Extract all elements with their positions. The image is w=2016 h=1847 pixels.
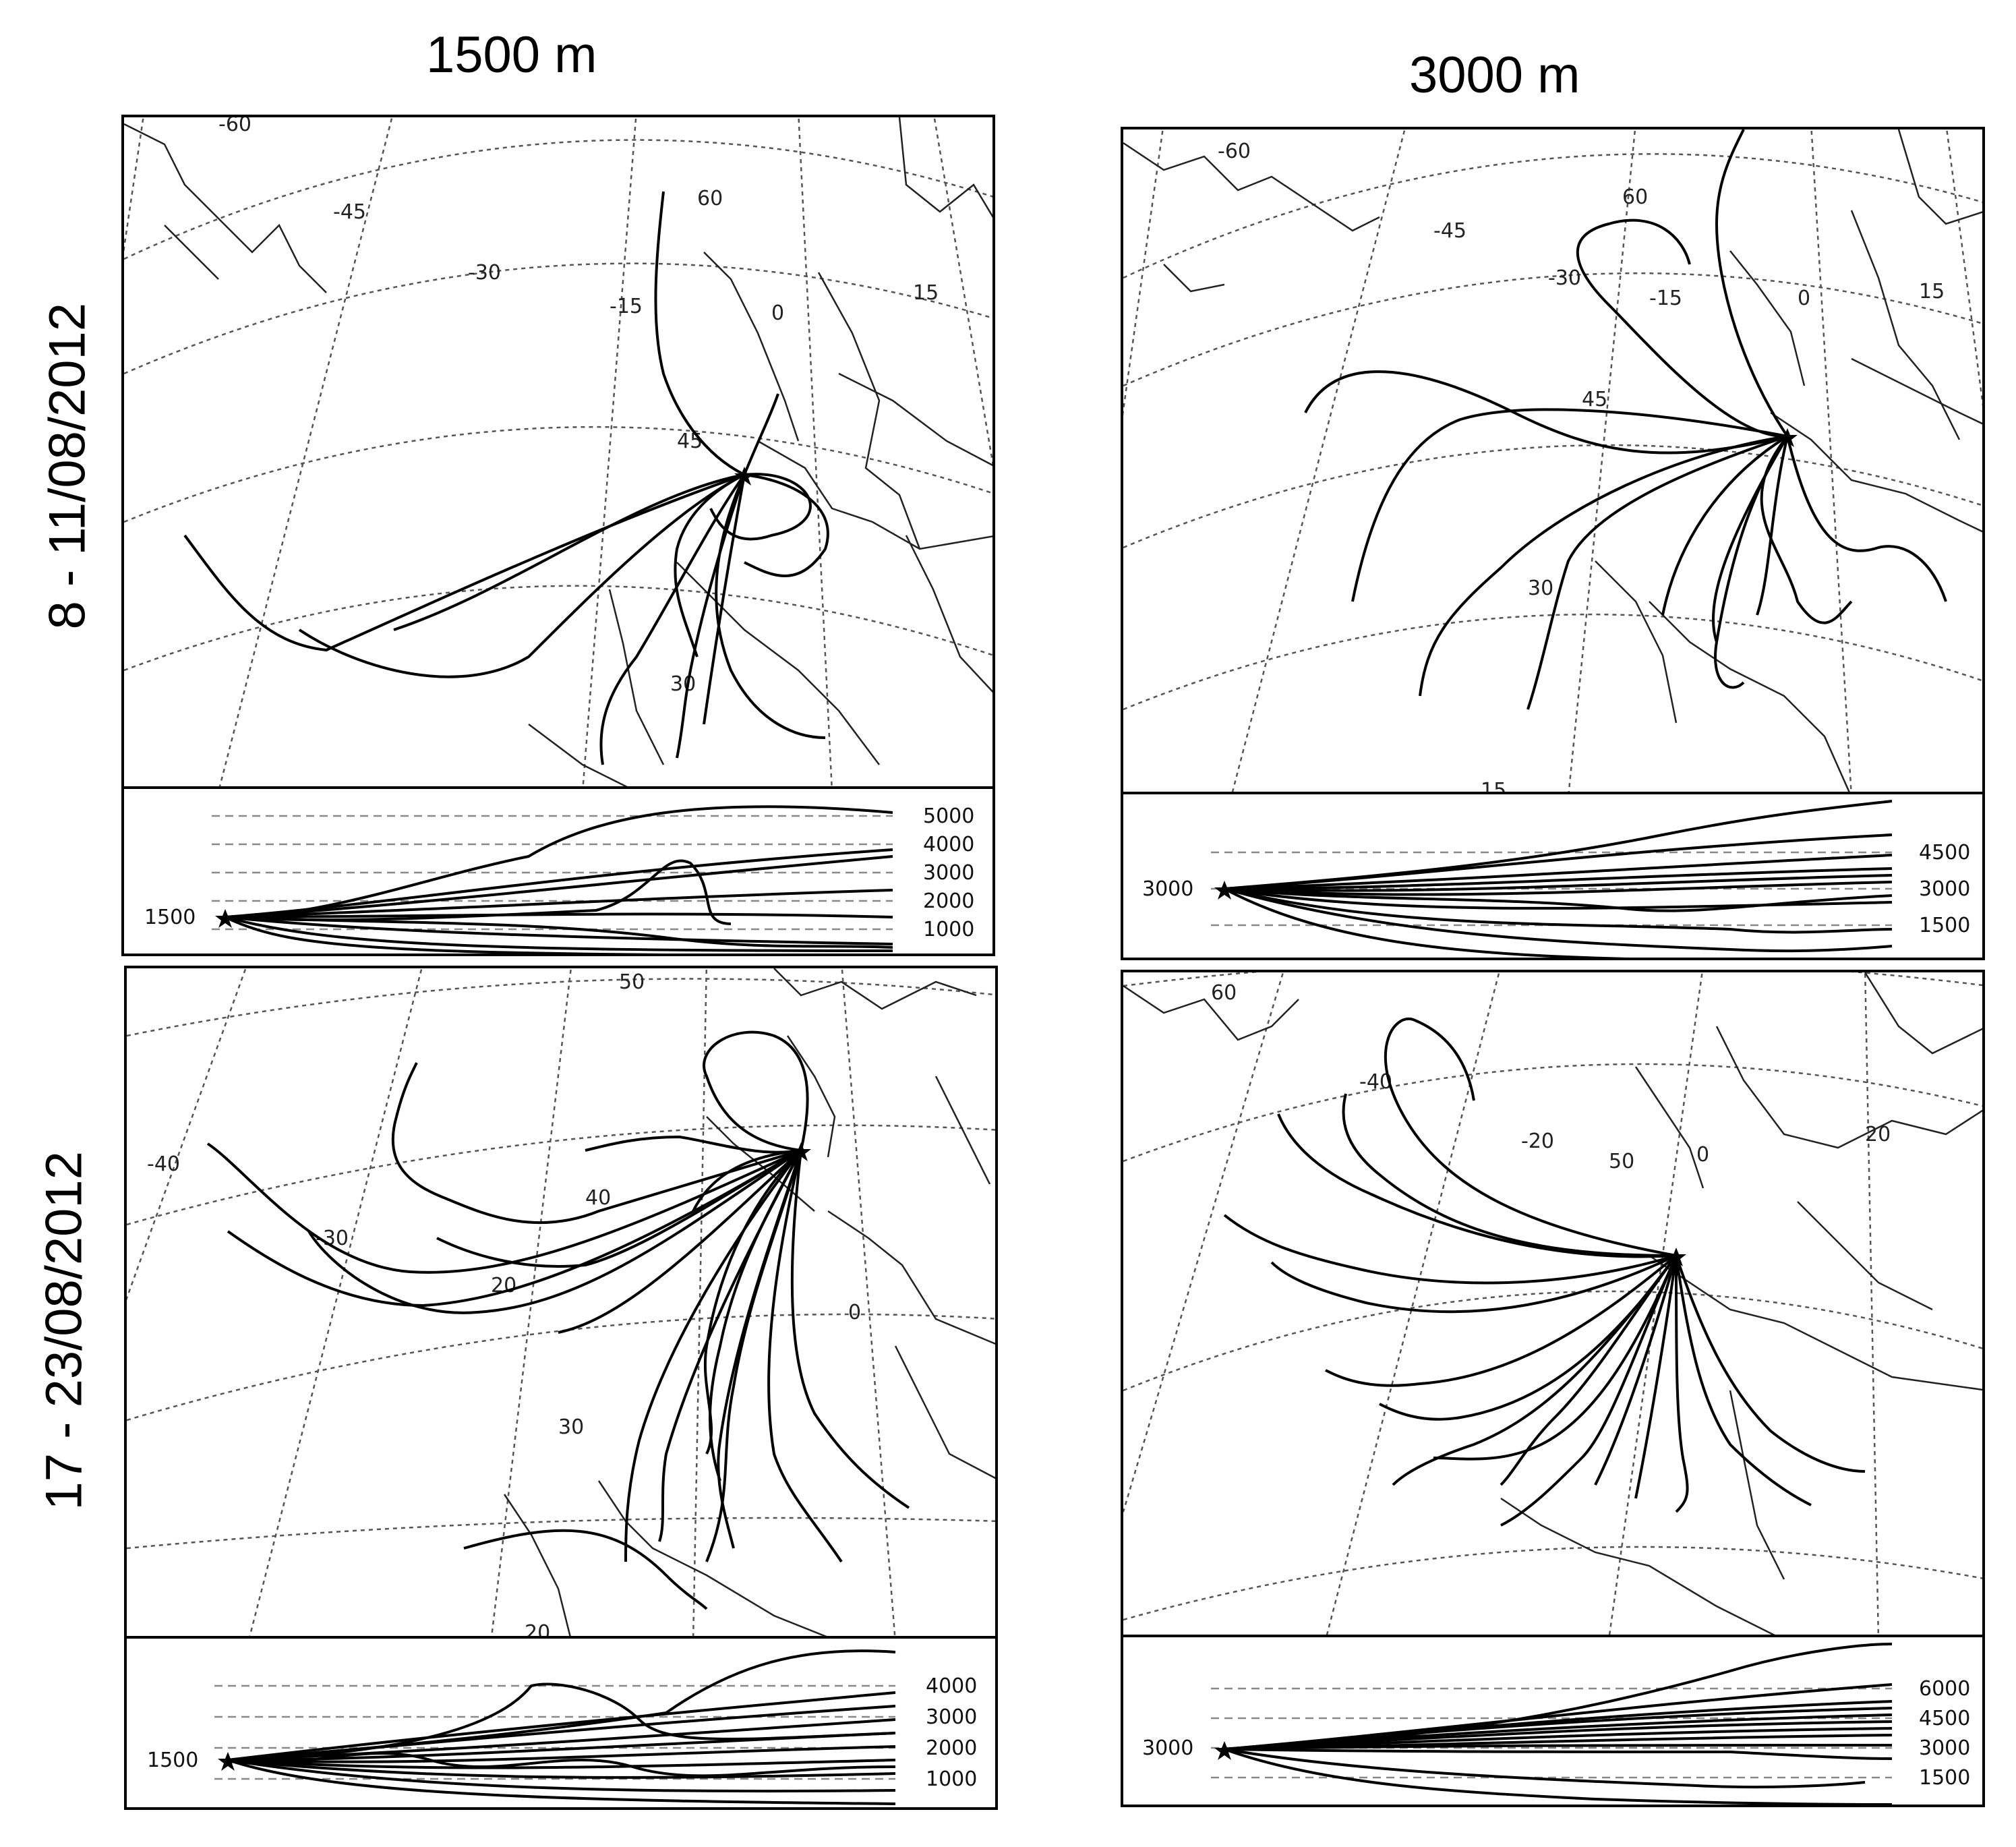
start-point-star xyxy=(1214,881,1235,900)
svg-text:-45: -45 xyxy=(333,200,366,224)
trajectory-map-3000m-aug8-11: -60 -45 -30 -15 0 15 60 45 30 15 xyxy=(1121,127,1985,794)
height-level-labels: 5000 4000 3000 2000 1000 xyxy=(923,804,974,941)
height-profile-3000m-aug17-23: 6000 4500 3000 1500 3000 xyxy=(1121,1635,1985,1807)
height-profile-1500m-aug8-11: 5000 4000 3000 2000 1000 1500 xyxy=(121,786,995,956)
start-point-star xyxy=(1666,1248,1686,1266)
svg-text:30: 30 xyxy=(670,672,696,696)
svg-text:-60: -60 xyxy=(218,117,251,136)
svg-text:3000: 3000 xyxy=(926,1705,977,1729)
svg-text:-40: -40 xyxy=(147,1152,180,1176)
start-height-label: 3000 xyxy=(1142,1736,1193,1760)
trajectories xyxy=(1223,1017,1866,1527)
trajectory-map-1500m-aug8-11: -60 -45 -30 -15 0 15 60 45 30 xyxy=(121,115,995,789)
graticule xyxy=(1123,972,1982,1635)
svg-text:5000: 5000 xyxy=(923,804,974,828)
trajectory-map-1500m-aug17-23: 50 -40 -30 40 20 0 30 20 xyxy=(124,966,998,1640)
start-point-star xyxy=(1777,428,1798,447)
height-trajectories xyxy=(1224,1643,1893,1805)
svg-text:4000: 4000 xyxy=(926,1674,977,1698)
svg-text:-45: -45 xyxy=(1433,219,1466,243)
svg-text:6000: 6000 xyxy=(1919,1677,1970,1701)
start-height-label: 1500 xyxy=(144,906,196,929)
svg-text:-30: -30 xyxy=(1548,266,1581,290)
svg-text:40: 40 xyxy=(585,1186,611,1210)
svg-text:-15: -15 xyxy=(610,295,643,318)
svg-text:0: 0 xyxy=(771,301,784,325)
svg-text:30: 30 xyxy=(1528,577,1553,600)
height-level-labels: 4500 3000 1500 xyxy=(1919,841,1970,937)
height-level-labels: 4000 3000 2000 1000 xyxy=(926,1674,977,1791)
svg-text:15: 15 xyxy=(1919,280,1945,303)
start-point-star xyxy=(218,1752,238,1771)
coastlines xyxy=(503,968,995,1637)
svg-text:3000: 3000 xyxy=(1919,1736,1970,1760)
svg-text:3000: 3000 xyxy=(923,861,974,885)
svg-text:1500: 1500 xyxy=(1919,1766,1970,1790)
column-title-1500m: 1500 m xyxy=(426,26,597,84)
graticule-labels: 50 -40 -30 40 20 0 30 20 xyxy=(147,970,861,1640)
svg-text:0: 0 xyxy=(1798,287,1810,310)
row-title-aug-17-23: 17 - 23/08/2012 xyxy=(35,1151,93,1511)
start-point-star xyxy=(215,909,235,928)
svg-text:60: 60 xyxy=(1622,185,1648,209)
column-title-3000m: 3000 m xyxy=(1409,47,1580,104)
svg-text:-60: -60 xyxy=(1218,140,1251,163)
svg-text:45: 45 xyxy=(677,430,703,453)
svg-text:2000: 2000 xyxy=(923,889,974,913)
graticule-labels: 60 -40 -20 50 0 20 xyxy=(1211,981,1891,1173)
svg-text:0: 0 xyxy=(848,1301,861,1324)
svg-text:1500: 1500 xyxy=(1919,914,1970,937)
svg-text:20: 20 xyxy=(525,1621,550,1640)
trajectory-map-3000m-aug17-23: 60 -40 -20 50 0 20 xyxy=(1121,970,1985,1637)
start-point-star xyxy=(791,1142,811,1161)
height-trajectories xyxy=(225,805,893,954)
svg-text:4000: 4000 xyxy=(923,833,974,856)
height-trajectories xyxy=(1224,800,1893,958)
svg-text:15: 15 xyxy=(1481,779,1506,794)
coastlines xyxy=(124,117,992,786)
height-level-labels: 6000 4500 3000 1500 xyxy=(1919,1677,1970,1790)
svg-text:45: 45 xyxy=(1582,388,1607,411)
svg-text:-20: -20 xyxy=(1521,1130,1554,1153)
svg-text:-30: -30 xyxy=(468,261,501,285)
height-profile-3000m-aug8-11: 4500 3000 1500 3000 xyxy=(1121,792,1985,960)
graticule xyxy=(127,968,995,1637)
graticule xyxy=(1123,129,1982,792)
trajectories xyxy=(1304,129,1947,710)
height-trajectories xyxy=(227,1649,896,1805)
trajectories xyxy=(183,191,829,765)
svg-text:50: 50 xyxy=(1609,1150,1634,1173)
svg-text:4500: 4500 xyxy=(1919,841,1970,864)
trajectories xyxy=(206,1030,910,1610)
height-profile-1500m-aug17-23: 4000 3000 2000 1000 1500 xyxy=(124,1636,998,1810)
start-point-star xyxy=(1214,1741,1235,1760)
graticule xyxy=(124,117,992,786)
graticule-labels: -60 -45 -30 -15 0 15 60 45 30 xyxy=(218,117,939,696)
svg-text:30: 30 xyxy=(558,1415,584,1439)
svg-text:-15: -15 xyxy=(1649,287,1682,310)
svg-text:1000: 1000 xyxy=(926,1767,977,1791)
coastlines xyxy=(1123,972,1982,1635)
svg-text:3000: 3000 xyxy=(1919,877,1970,901)
svg-text:0: 0 xyxy=(1696,1143,1709,1167)
svg-text:60: 60 xyxy=(1211,981,1237,1005)
svg-text:15: 15 xyxy=(913,281,939,305)
start-point-star xyxy=(734,467,754,486)
start-height-label: 1500 xyxy=(147,1749,198,1772)
svg-text:1000: 1000 xyxy=(923,918,974,941)
svg-text:60: 60 xyxy=(697,187,723,210)
coastlines xyxy=(1123,129,1982,792)
svg-text:20: 20 xyxy=(1865,1123,1891,1146)
svg-text:50: 50 xyxy=(619,970,645,994)
svg-text:4500: 4500 xyxy=(1919,1707,1970,1730)
height-gridlines xyxy=(212,815,893,931)
svg-text:2000: 2000 xyxy=(926,1736,977,1760)
start-height-label: 3000 xyxy=(1142,877,1193,901)
graticule-labels: -60 -45 -30 -15 0 15 60 45 30 15 xyxy=(1218,140,1945,794)
row-title-aug-8-11: 8 - 11/08/2012 xyxy=(38,302,96,630)
